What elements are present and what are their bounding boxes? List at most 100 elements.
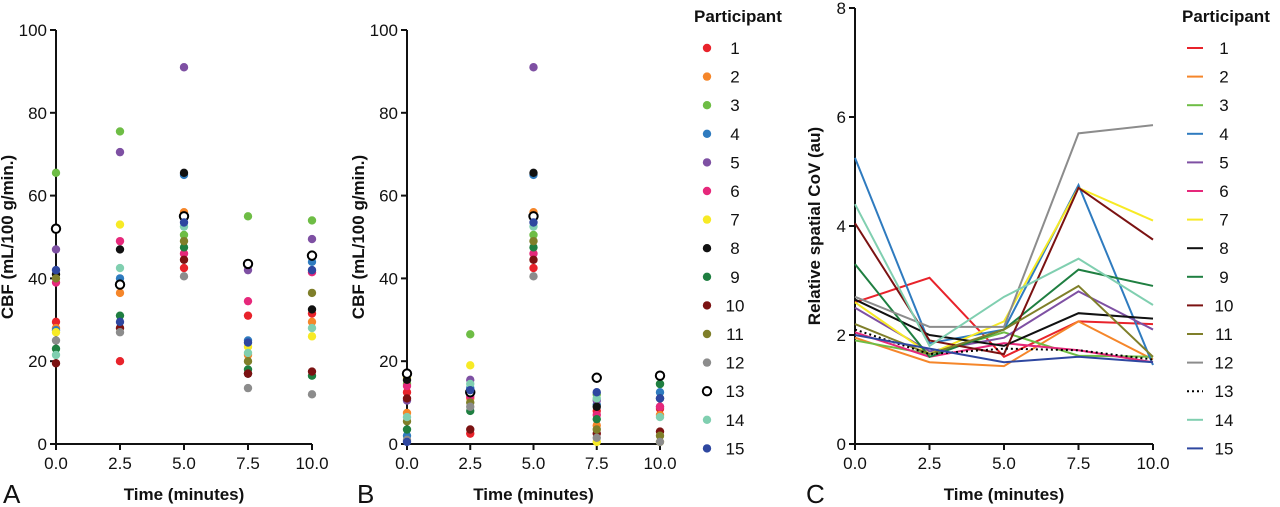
data-point-participant-3 (243, 212, 253, 221)
legend-label-participant: 14 (726, 411, 745, 430)
x-axis-title: Time (minutes) (473, 485, 594, 504)
data-point-participant-3 (179, 230, 189, 240)
legend-label-participant: 10 (1215, 296, 1234, 315)
data-point-participant-10 (529, 255, 538, 264)
data-point-participant-9 (592, 414, 601, 424)
x-tick-label: 7.5 (585, 454, 609, 473)
legend-label-participant: 7 (730, 211, 739, 230)
legend-label-participant: 11 (1215, 325, 1233, 344)
data-point-participant-5 (529, 63, 538, 72)
data-point-participant-15 (51, 265, 61, 275)
series-line-participant-7 (854, 186, 1154, 356)
panel-c-spatial-cov-lines: 0 2 4 6 8 0.0 2.5 5.0 7.5 10.0 Time (minutes) Relat… (805, 0, 1170, 504)
data-point-participant-15 (655, 394, 665, 403)
legend-marker-participant-6 (702, 186, 712, 196)
data-point-participant-1 (402, 388, 412, 397)
data-point-participant-14 (655, 412, 665, 422)
data-point-participant-4 (655, 388, 665, 397)
data-point-participant-3 (529, 230, 538, 240)
legend-label-participant: 8 (730, 239, 739, 258)
legend-marker-participant-12 (702, 358, 712, 367)
data-point-participant-1 (179, 263, 189, 273)
x-tick-label: 0.0 (395, 454, 419, 473)
data-point-participant-10 (243, 369, 253, 378)
y-tick-label: 8 (837, 0, 846, 18)
data-point-participant-15 (243, 338, 253, 347)
legend-marker-participant-13 (701, 386, 713, 397)
x-tick-label: 2.5 (918, 454, 942, 473)
data-point-participant-12 (243, 383, 253, 393)
legend-label-participant: 13 (1215, 382, 1234, 401)
data-point-participant-13 (591, 372, 602, 383)
data-point-participant-15 (529, 218, 538, 227)
y-tick-label: 4 (837, 217, 846, 236)
data-point-participant-13 (401, 368, 413, 379)
data-point-participant-9 (402, 425, 412, 434)
legend-label-participant: 9 (730, 268, 739, 287)
data-point-participant-6 (402, 381, 412, 391)
data-point-participant-9 (51, 344, 61, 353)
data-point-participant-10 (402, 394, 412, 403)
panel-letter-b: B (357, 479, 374, 507)
x-tick-label: 7.5 (1067, 454, 1091, 473)
data-point-participant-5 (179, 63, 189, 72)
legend-title-lines: Participant (1182, 7, 1270, 26)
y-tick-label: 6 (837, 108, 846, 127)
legend-label-participant: 15 (726, 439, 745, 458)
legend-label-participant: 6 (730, 182, 739, 201)
data-point-participant-9 (655, 379, 665, 389)
legend-label-participant: 1 (1219, 39, 1228, 58)
legend-marker-participant-2 (702, 72, 712, 81)
data-point-participant-2 (307, 317, 317, 327)
data-point-participant-6 (655, 402, 665, 411)
data-point-participant-11 (592, 425, 601, 434)
data-point-participant-12 (179, 272, 189, 281)
data-point-participant-12 (115, 328, 125, 337)
x-tick-label: 10.0 (295, 454, 328, 473)
y-tick-label: 100 (370, 21, 398, 40)
y-tick-label: 60 (28, 187, 47, 206)
legend-label-participant: 1 (730, 39, 739, 58)
data-point-participant-5 (307, 234, 317, 244)
legend-label-participant: 4 (1219, 125, 1228, 144)
y-tick-label: 0 (837, 435, 846, 454)
legend-label-participant: 2 (730, 68, 739, 87)
data-point-participant-9 (179, 243, 189, 252)
data-point-participant-13 (306, 250, 318, 261)
legend-label-participant: 10 (726, 296, 745, 315)
data-point-participant-12 (466, 402, 475, 411)
data-point-participant-15 (402, 437, 412, 447)
data-point-participant-9 (529, 243, 538, 252)
legend-label-participant: 8 (1219, 239, 1228, 258)
y-tick-label: 80 (379, 104, 398, 123)
x-tick-label: 0.0 (843, 454, 867, 473)
data-point-participant-6 (243, 296, 253, 306)
x-tick-label: 5.0 (992, 454, 1016, 473)
panel-letter-a: A (3, 479, 21, 507)
legend-marker-participant-14 (702, 415, 712, 424)
x-axis-title: Time (minutes) (944, 485, 1065, 504)
legend-label-participant: 3 (1219, 96, 1228, 115)
series-line-participant-15 (854, 334, 1154, 364)
y-tick-label: 100 (19, 21, 47, 40)
data-point-participant-8 (115, 245, 125, 254)
legend-label-participant: 4 (730, 125, 739, 144)
legend-label-participant: 12 (1215, 354, 1234, 373)
data-point-participant-13 (654, 370, 666, 381)
data-point-participant-8 (592, 402, 601, 411)
data-point-participant-1 (243, 311, 253, 320)
data-point-participant-6 (179, 249, 189, 258)
y-tick-label: 20 (28, 352, 47, 371)
data-point-participant-12 (307, 390, 317, 399)
y-axis-title: CBF (mL/100 g/min.) (0, 155, 17, 319)
legend-label-participant: 2 (1219, 68, 1228, 87)
data-point-participant-3 (51, 168, 61, 178)
data-point-participant-11 (51, 274, 61, 283)
panel-a-cbf-scatter: 0 20 40 60 80 100 0.0 2.5 5.0 7.5 10.0 Time (minute… (0, 21, 329, 504)
data-point-participant-1 (529, 263, 538, 273)
legend-label-participant: 5 (1219, 153, 1228, 172)
data-point-participant-11 (655, 431, 665, 440)
y-tick-label: 0 (389, 435, 398, 454)
legend-label-participant: 5 (730, 153, 739, 172)
